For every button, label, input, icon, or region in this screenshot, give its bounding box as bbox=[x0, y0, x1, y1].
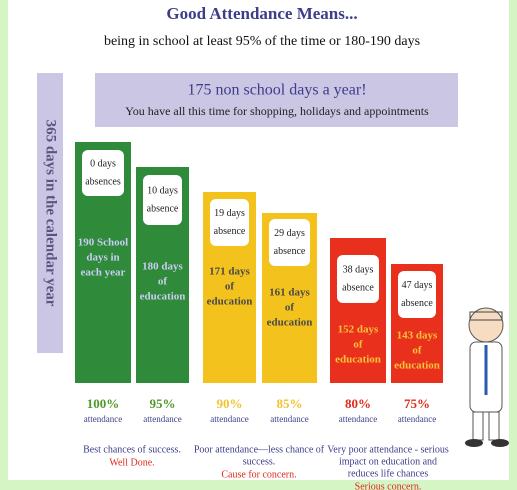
absence-label: absence bbox=[274, 246, 306, 257]
note-line: Very poor attendance - serious bbox=[327, 444, 449, 455]
note-line: success. bbox=[243, 456, 276, 467]
absence-box bbox=[82, 150, 124, 196]
note-line: Poor attendance—less chance of bbox=[194, 444, 325, 455]
percent-label: 90% bbox=[217, 396, 243, 411]
education-label: 171 days bbox=[209, 266, 250, 278]
absence-label: 38 days bbox=[343, 264, 374, 275]
education-label: of bbox=[158, 276, 168, 288]
education-label: education bbox=[207, 296, 253, 308]
education-label: of bbox=[353, 339, 363, 351]
absence-label: absence bbox=[342, 282, 374, 293]
absence-box bbox=[398, 271, 436, 318]
percent-label: 95% bbox=[150, 396, 176, 411]
absence-label: absence bbox=[147, 203, 179, 214]
attendance-label: attendance bbox=[143, 414, 181, 424]
attendance-label: attendance bbox=[84, 414, 122, 424]
attendance-label: attendance bbox=[339, 414, 377, 424]
percent-label: 80% bbox=[345, 396, 371, 411]
top-banner-text: You have all this time for shopping, hol… bbox=[125, 104, 429, 118]
education-label: of bbox=[225, 281, 235, 293]
attendance-label: attendance bbox=[210, 414, 248, 424]
absence-label: 0 days bbox=[90, 158, 116, 169]
note-line: impact on education and bbox=[339, 456, 437, 467]
education-label: of bbox=[285, 302, 295, 314]
education-label: of bbox=[412, 345, 422, 357]
percent-label: 75% bbox=[404, 396, 430, 411]
education-label: education bbox=[335, 354, 381, 366]
note-line: Best chances of success. bbox=[83, 444, 181, 455]
absence-box bbox=[210, 199, 249, 246]
percent-label: 85% bbox=[277, 396, 303, 411]
attendance-label: attendance bbox=[270, 414, 308, 424]
education-label: 143 days bbox=[397, 330, 438, 342]
education-label: education bbox=[267, 317, 313, 329]
title: Good Attendance Means... bbox=[166, 4, 357, 23]
education-label: education bbox=[394, 360, 440, 372]
education-label: days in bbox=[86, 252, 119, 264]
education-label: 161 days bbox=[269, 287, 310, 299]
education-label: each year bbox=[81, 267, 126, 279]
percent-label: 100% bbox=[87, 396, 120, 411]
absence-box bbox=[143, 175, 182, 225]
absence-label: absence bbox=[401, 298, 433, 309]
education-label: 190 School bbox=[78, 237, 128, 249]
education-label: 180 days bbox=[142, 261, 183, 273]
absence-box bbox=[337, 255, 379, 303]
absence-label: 19 days bbox=[214, 208, 245, 219]
education-label: 152 days bbox=[338, 324, 379, 336]
note-emphasis: Serious concern. bbox=[355, 481, 422, 490]
note-emphasis: Cause for concern. bbox=[221, 469, 296, 480]
absence-label: absence bbox=[214, 226, 246, 237]
absence-label: 29 days bbox=[274, 228, 305, 239]
absence-label: absences bbox=[85, 176, 121, 187]
note-emphasis: Well Done. bbox=[109, 457, 154, 468]
absence-box bbox=[269, 219, 310, 266]
absence-label: 47 days bbox=[402, 280, 433, 291]
attendance-label: attendance bbox=[398, 414, 436, 424]
side-banner-text: 365 days in the calendar year bbox=[43, 120, 59, 307]
education-label: education bbox=[140, 291, 186, 303]
subtitle: being in school at least 95% of the time… bbox=[104, 34, 420, 49]
note-line: reduces life chances bbox=[348, 468, 429, 479]
infographic: Good Attendance Means... being in school… bbox=[0, 0, 517, 490]
top-banner-title: 175 non school days a year! bbox=[187, 82, 366, 99]
absence-label: 10 days bbox=[147, 185, 178, 196]
